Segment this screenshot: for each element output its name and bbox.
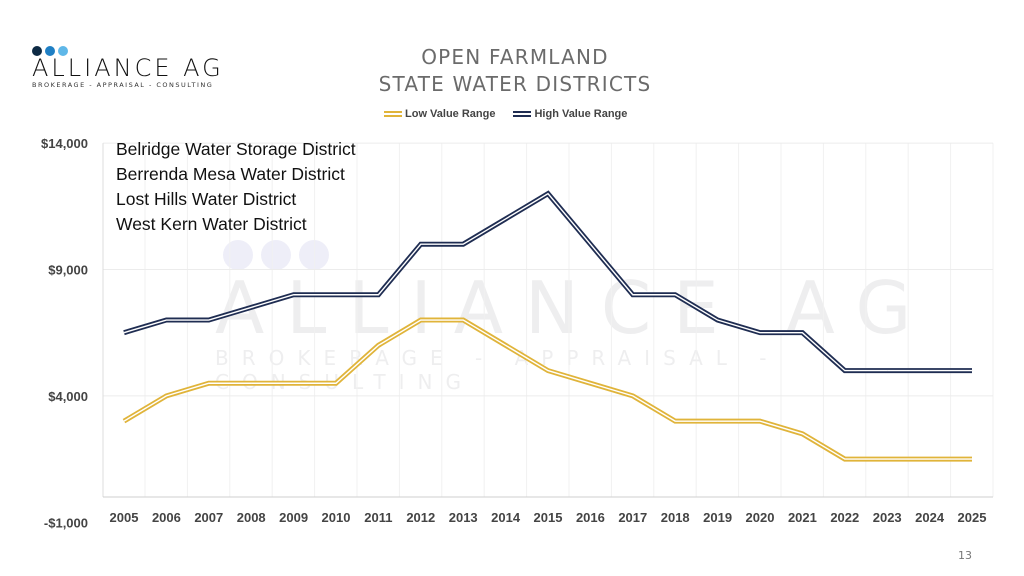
x-tick-label: 2007 bbox=[194, 510, 223, 525]
x-tick-label: 2011 bbox=[364, 510, 392, 525]
x-tick-label: 2008 bbox=[237, 510, 266, 525]
x-tick-label: 2016 bbox=[576, 510, 605, 525]
x-tick-label: 2019 bbox=[703, 510, 732, 525]
district-item: Lost Hills Water District bbox=[116, 189, 297, 209]
legend-item-high: High Value Range bbox=[513, 108, 627, 120]
legend-label-high: High Value Range bbox=[534, 108, 628, 120]
y-tick-label: $4,000 bbox=[48, 389, 88, 404]
low-value-line bbox=[122, 317, 972, 462]
district-item: West Kern Water District bbox=[116, 214, 307, 234]
district-item: Berrenda Mesa Water District bbox=[116, 164, 345, 184]
x-tick-label: 2005 bbox=[110, 510, 139, 525]
logo-tagline: BROKERAGE - APPRAISAL - CONSULTING bbox=[32, 81, 214, 89]
x-tick-label: 2021 bbox=[788, 510, 817, 525]
legend-swatch-low bbox=[384, 111, 402, 117]
x-tick-label: 2006 bbox=[152, 510, 181, 525]
page-number: 13 bbox=[958, 549, 972, 562]
legend-swatch-high bbox=[513, 111, 532, 117]
legend-label-low: Low Value Range bbox=[405, 108, 496, 120]
y-tick-label: -$1,000 bbox=[44, 515, 88, 530]
chart-legend: Low Value Range High Value Range bbox=[384, 108, 627, 120]
district-item: Belridge Water Storage District bbox=[116, 139, 356, 159]
x-tick-label: 2022 bbox=[830, 510, 859, 525]
chart-title-line-2: STATE WATER DISTRICTS bbox=[378, 72, 652, 96]
low-value-line-inner bbox=[123, 319, 972, 460]
x-tick-label: 2009 bbox=[279, 510, 308, 525]
x-tick-label: 2023 bbox=[873, 510, 902, 525]
chart-title-line-1: OPEN FARMLAND bbox=[421, 45, 609, 69]
x-tick-label: 2025 bbox=[958, 510, 987, 525]
x-tick-label: 2024 bbox=[915, 510, 945, 525]
district-list: Belridge Water Storage District Berrenda… bbox=[116, 137, 356, 237]
y-tick-label: $9,000 bbox=[48, 262, 88, 277]
x-tick-label: 2015 bbox=[534, 510, 563, 525]
logo-name: ALLIANCE AG bbox=[32, 54, 224, 82]
logo-dots-icon bbox=[32, 46, 247, 56]
legend-item-low: Low Value Range bbox=[384, 108, 495, 120]
x-tick-label: 2018 bbox=[661, 510, 690, 525]
x-tick-label: 2017 bbox=[618, 510, 647, 525]
x-tick-label: 2010 bbox=[322, 510, 351, 525]
x-tick-label: 2014 bbox=[491, 510, 521, 525]
x-tick-label: 2020 bbox=[746, 510, 775, 525]
x-tick-label: 2013 bbox=[449, 510, 478, 525]
alliance-ag-logo: ALLIANCE AG BROKERAGE - APPRAISAL - CONS… bbox=[32, 46, 247, 89]
x-tick-label: 2012 bbox=[406, 510, 435, 525]
y-tick-label: $14,000 bbox=[41, 136, 88, 151]
chart-title: OPEN FARMLAND STATE WATER DISTRICTS bbox=[340, 44, 690, 98]
